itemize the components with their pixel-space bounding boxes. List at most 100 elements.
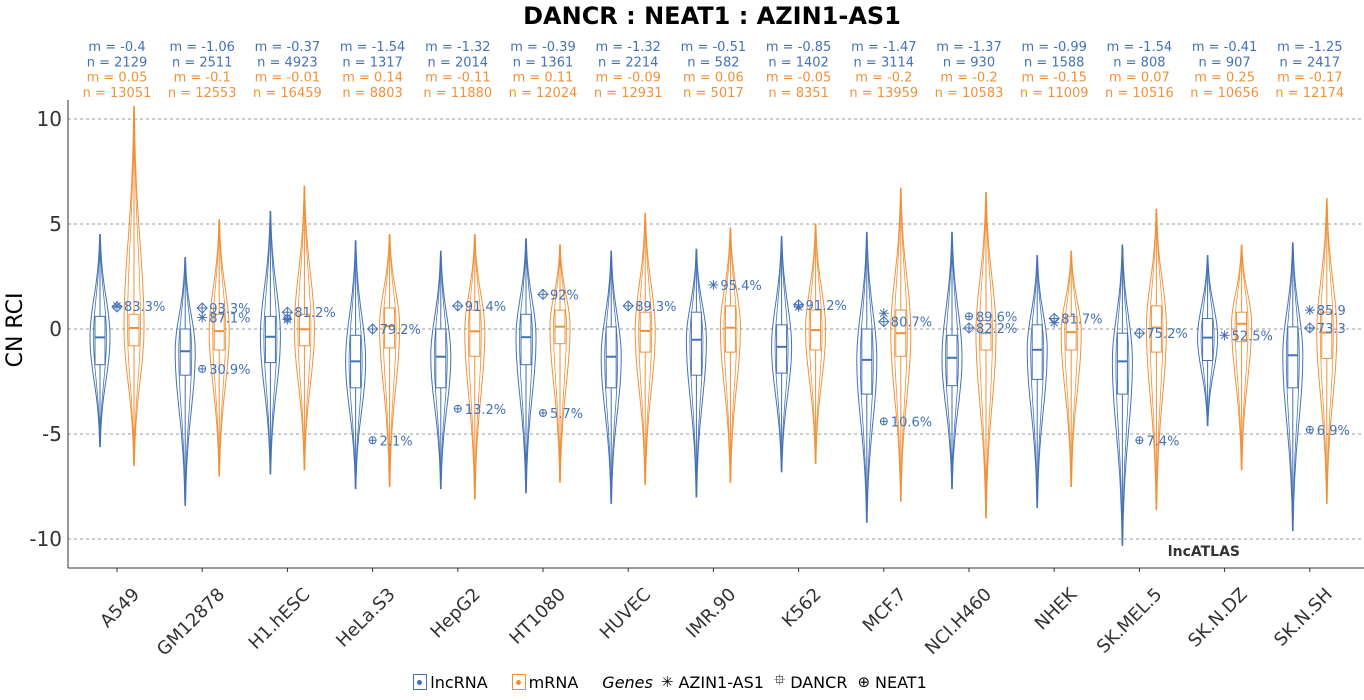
stat-label: m = -0.09 [595,71,660,86]
mrna-box [213,313,225,351]
diamond-plus-marker [878,315,890,328]
x-tick-label: GM12878 [153,584,229,660]
diamond-plus-marker [963,322,975,334]
mrna-box [1065,315,1077,351]
lncrna-group [600,250,622,504]
x-tick-label: SK.N.DZ [1184,584,1251,651]
lncrna-box [946,334,958,387]
x-tick-label: NHEK [1031,583,1082,634]
y-tick-label: 0 [49,317,62,341]
stat-label: m = -1.54 [1107,40,1172,55]
stat-label: m = 0.07 [1109,71,1170,86]
diamond-plus-marker [1048,312,1060,325]
diamond-plus-marker [1304,322,1316,334]
percent-label: 30.9% [209,363,250,378]
legend-gene-neat1: ⊕ NEAT1 [857,673,926,692]
asterisk-stroke [198,313,207,322]
legend: lncRNA mRNA Genes ✳ AZIN1-AS1 ⯐ DANCR ⊕ … [0,670,1364,694]
lncrna-box [520,313,532,366]
legend-gene-azin1-label: AZIN1-AS1 [678,672,764,692]
stat-label: n = 907 [1198,55,1250,70]
asterisk-marker [708,279,719,290]
percent-label: 79.2% [380,323,421,338]
stat-label: n = 2511 [172,55,232,70]
mrna-box [980,320,992,351]
mrna-box [1321,311,1333,359]
stat-label: n = 10656 [1190,86,1259,101]
stat-label: n = 1317 [342,55,402,70]
stat-label: m = 0.06 [683,71,744,86]
stat-label: n = 8803 [342,86,402,101]
lncrna-swatch-icon [413,674,428,690]
circle-plus-marker [453,404,462,413]
percent-label: 81.7% [1061,313,1102,328]
stat-label: n = 12553 [168,86,237,101]
stat-label: n = 1361 [513,55,573,70]
x-tick-label: H1.hESC [245,584,315,654]
lncrna-group [515,238,537,494]
x-tick-label: K562 [778,584,825,631]
x-tick-label: HepG2 [426,584,484,642]
y-tick-label: 5 [49,212,62,236]
lncrna-group [685,248,707,498]
percent-label: 91.4% [465,300,506,315]
legend-gene-dancr-label: DANCR [790,672,848,692]
percent-label: 73.3 [1317,322,1346,337]
mrna-group [890,187,912,502]
stat-label: n = 16459 [253,86,322,101]
legend-gene-azin1: ✳ AZIN1-AS1 [661,673,764,692]
lncrna-box [1202,318,1214,361]
lncrna-box [435,328,447,389]
lncrna-group [941,231,963,490]
stat-label: m = -0.05 [766,71,831,86]
stat-label: n = 5017 [683,86,743,101]
y-tick-label: -5 [42,422,62,446]
percent-label: 7.4% [1146,434,1179,449]
y-tick-label: 10 [37,107,62,131]
legend-mrna: mRNA [511,673,578,692]
asterisk-marker [197,312,208,323]
stat-label: n = 2214 [598,55,658,70]
x-tick-label: HUVEC [596,584,655,643]
diamond-plus-marker [111,301,123,313]
percent-label: 85.9 [1317,304,1346,319]
chart-title: DANCR : NEAT1 : AZIN1-AS1 [523,2,901,30]
diamond-plus-marker [792,299,805,311]
legend-lncrna-label: lncRNA [430,672,488,692]
lncrna-box [1031,324,1043,380]
stat-label: n = 10516 [1105,86,1174,101]
mrna-box [128,313,140,347]
percent-label: 75.2% [1146,327,1187,342]
percent-label: 13.2% [465,403,506,418]
stat-label: n = 8351 [768,86,828,101]
percent-label: 80.7% [891,316,932,331]
percent-label: 83.3% [124,300,165,315]
stat-label: m = -0.1 [174,71,231,86]
stat-label: n = 1402 [768,55,828,70]
percent-label: 52.5% [1232,329,1273,344]
y-axis-label: CN RCI [3,293,28,368]
mrna-box [1150,305,1162,353]
diamond-plus-marker [537,288,549,301]
asterisk-stroke [709,281,718,289]
x-tick-label: MCF.7 [859,584,911,636]
stat-label: m = 0.11 [513,71,574,86]
stat-label: m = -0.4 [88,40,145,55]
mrna-group [293,185,315,471]
mrna-group [1316,198,1338,504]
mrna-box [384,307,396,349]
stat-label: n = 4923 [257,55,317,70]
stat-label: m = -0.2 [855,71,912,86]
diamond-plus-marker [196,302,208,314]
stat-label: m = -1.37 [936,40,1001,55]
percent-label: 82.2% [976,322,1017,337]
mrna-box [469,309,481,357]
stat-label: n = 12024 [509,86,578,101]
lncrna-group [430,250,452,490]
grid-lines [68,118,1364,540]
lncrna-group [1197,255,1219,427]
stat-label: n = 12931 [594,86,663,101]
percent-label: 81.2% [294,306,335,321]
lncrna-group [1111,244,1133,546]
